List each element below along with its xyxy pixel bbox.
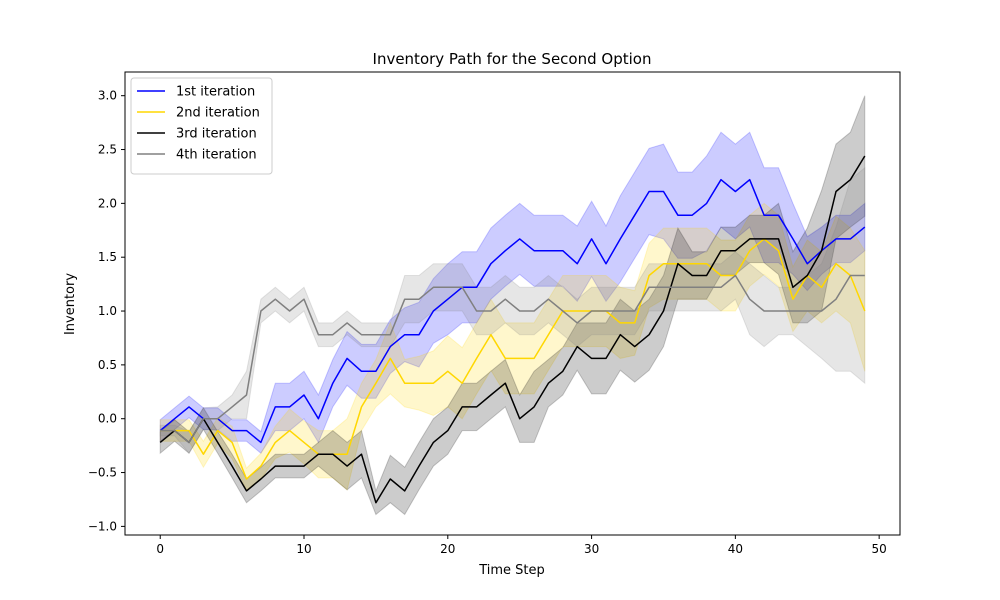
y-tick-label: 1.5 [98, 250, 117, 264]
x-tick-label: 0 [156, 542, 164, 556]
x-tick-label: 50 [872, 542, 887, 556]
x-tick-label: 30 [584, 542, 599, 556]
y-axis-label: Inventory [63, 273, 78, 335]
band-2nd-iteration [159, 202, 866, 491]
x-tick-label: 40 [728, 542, 743, 556]
legend-label-3rd-iteration: 3rd iteration [176, 127, 257, 142]
band-4th-iteration [159, 166, 866, 455]
y-tick-label: 3.0 [98, 89, 117, 103]
plot-frame [124, 71, 901, 536]
y-axis: −1.0 −0.5 0.0 0.5 1.0 1.5 2.0 2.5 3.0 [88, 89, 125, 533]
y-tick-label: 1.0 [98, 304, 117, 318]
line-2nd-iteration [160, 238, 866, 480]
y-tick-label: −0.5 [88, 466, 117, 480]
line-1st-iteration [159, 178, 866, 444]
legend-box [130, 77, 273, 175]
y-tick-label: −1.0 [88, 519, 117, 533]
legend-label-4th-iteration: 4th iteration [176, 148, 257, 163]
x-axis: 0 10 20 30 40 50 [156, 535, 887, 556]
legend-label-1st-iteration: 1st iteration [176, 85, 255, 100]
x-tick-label: 20 [440, 542, 455, 556]
x-tick-label: 10 [296, 542, 311, 556]
series-lines [159, 155, 866, 504]
confidence-bands [159, 95, 866, 516]
line-3rd-iteration [159, 155, 866, 504]
y-tick-label: 0.5 [98, 358, 117, 372]
y-tick-label: 0.0 [98, 412, 117, 426]
legend-label-2nd-iteration: 2nd iteration [176, 106, 260, 121]
y-tick-label: 2.0 [98, 196, 117, 210]
legend: 1st iteration 2nd iteration 3rd iteration 4… [130, 77, 273, 175]
x-axis-label: Time Step [478, 563, 545, 578]
line-4th-iteration [160, 274, 865, 444]
y-tick-label: 2.5 [98, 143, 117, 157]
band-3rd-iteration [159, 95, 866, 516]
chart-title: Inventory Path for the Second Option [373, 50, 652, 68]
